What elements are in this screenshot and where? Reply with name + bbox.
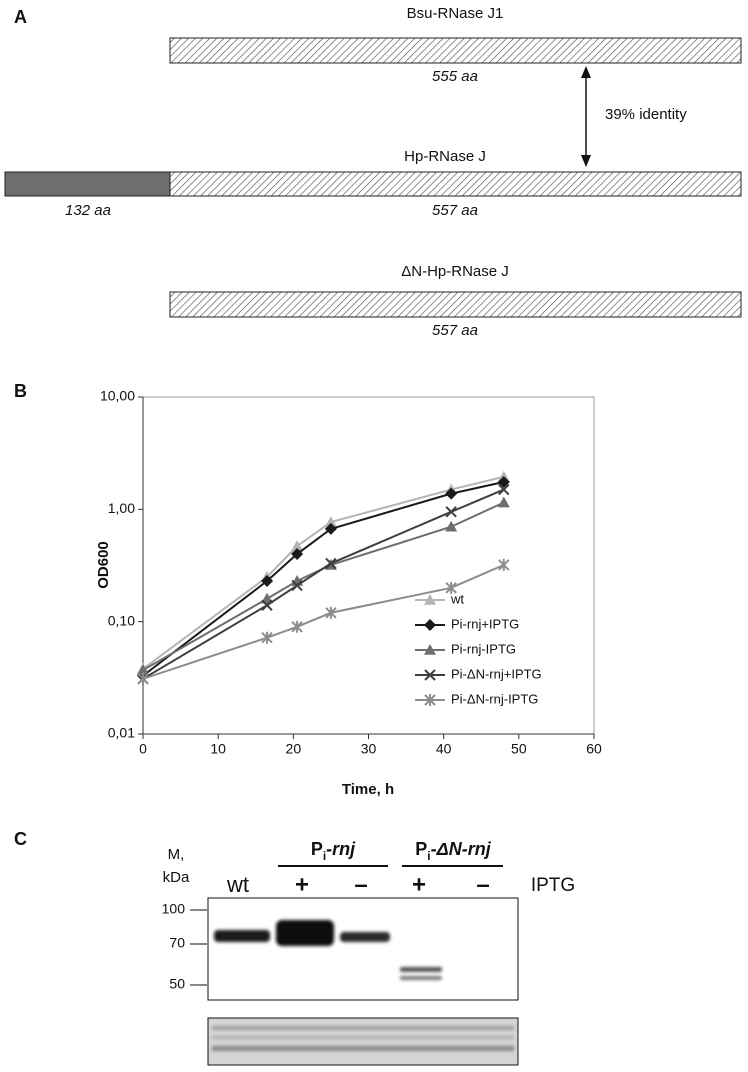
arrow-head xyxy=(581,155,591,167)
panel-b: B OD600 Time, h 0,01 0,10 1,00 10,00 0 10 20 30… xyxy=(14,381,602,798)
data-point xyxy=(497,496,510,508)
legend-label: wt xyxy=(450,591,464,606)
legend-marker xyxy=(424,694,436,706)
x-tick-label: 0 xyxy=(139,741,147,757)
x-tick-label: 20 xyxy=(286,741,302,757)
y-tick-label: 10,00 xyxy=(100,388,135,404)
lane-label: + xyxy=(412,871,426,898)
lane-label: wt xyxy=(226,872,249,897)
data-point xyxy=(137,664,149,675)
panel-c: C M, kDa Pi-rnj Pi-ΔN-rnj wt + – + – IPT… xyxy=(14,829,575,1066)
length-label: 555 aa xyxy=(432,68,478,85)
legend-marker xyxy=(424,669,436,681)
data-point xyxy=(445,487,458,500)
data-point xyxy=(291,579,303,592)
series-line xyxy=(142,564,505,680)
legend-marker xyxy=(424,619,436,631)
x-tick-label: 10 xyxy=(210,741,226,757)
lane-label: – xyxy=(476,871,489,898)
data-point xyxy=(261,575,274,588)
y-tick-label: 1,00 xyxy=(108,500,135,516)
length-label: 132 aa xyxy=(65,202,111,219)
series-line xyxy=(142,475,505,670)
identity-label: 39% identity xyxy=(605,106,687,123)
strain-header: Pi-rnj xyxy=(311,839,356,863)
y-tick-label: 0,01 xyxy=(108,725,135,741)
x-tick-label: 30 xyxy=(361,741,377,757)
series-line xyxy=(142,488,505,680)
panel-label: B xyxy=(14,381,27,401)
data-point xyxy=(445,520,458,532)
marker-title: kDa xyxy=(163,869,190,886)
blot-bands xyxy=(214,920,442,980)
data-point xyxy=(291,620,303,633)
loading-control xyxy=(207,1017,519,1066)
panel-label: A xyxy=(14,7,27,27)
protein-name: Hp-RNase J xyxy=(404,148,486,165)
legend-label: Pi-ΔN-rnj+IPTG xyxy=(451,666,542,681)
lane-label: + xyxy=(295,871,309,898)
legend-marker xyxy=(424,594,436,605)
legend-marker xyxy=(424,644,436,655)
legend-label: Pi-ΔN-rnj-IPTG xyxy=(451,691,538,706)
panel-label: C xyxy=(14,829,27,849)
series-line xyxy=(142,501,505,672)
data-point xyxy=(498,558,510,571)
legend-label: Pi-rnj-IPTG xyxy=(451,641,516,656)
data-point xyxy=(325,557,337,570)
data-point xyxy=(291,540,304,551)
y-axis-title: OD600 xyxy=(95,541,112,589)
data-point xyxy=(445,581,457,594)
protein-bar xyxy=(169,291,742,318)
data-point xyxy=(261,592,274,604)
lane-label: – xyxy=(354,871,367,898)
data-point xyxy=(497,476,510,489)
data-point xyxy=(261,631,273,644)
y-tick-label: 0,10 xyxy=(108,612,135,628)
western-blot xyxy=(207,897,519,1001)
treatment-label: IPTG xyxy=(531,875,575,896)
marker-title: M, xyxy=(168,846,185,863)
strain-header: Pi-ΔN-rnj xyxy=(415,839,491,863)
series-line xyxy=(142,481,505,677)
x-tick-label: 50 xyxy=(511,741,527,757)
protein-name: Bsu-RNase J1 xyxy=(407,5,504,22)
data-point xyxy=(445,506,457,518)
x-axis-title: Time, h xyxy=(342,781,394,798)
length-label: 557 aa xyxy=(432,202,478,219)
legend-label: Pi-rnj+IPTG xyxy=(451,616,519,631)
data-point xyxy=(291,548,304,561)
x-tick-label: 60 xyxy=(586,741,602,757)
n-terminal-bar xyxy=(4,171,171,197)
data-point xyxy=(325,606,337,619)
protein-bar xyxy=(169,37,742,64)
data-point xyxy=(324,522,337,535)
data-point xyxy=(324,516,337,527)
mw-label: 70 xyxy=(169,935,185,951)
loading-bands xyxy=(212,1026,514,1051)
length-label: 557 aa xyxy=(432,322,478,339)
x-tick-label: 40 xyxy=(436,741,452,757)
data-point xyxy=(498,483,510,496)
protein-bar xyxy=(169,171,742,197)
panel-a: A Bsu-RNase J1 555 aa 39% identity Hp-RN… xyxy=(4,5,742,339)
data-point xyxy=(137,672,149,685)
mw-label: 50 xyxy=(169,976,185,992)
arrow-head xyxy=(581,66,591,78)
data-point xyxy=(261,599,273,611)
mw-label: 100 xyxy=(162,901,186,917)
protein-name: ΔN-Hp-RNase J xyxy=(401,263,509,280)
